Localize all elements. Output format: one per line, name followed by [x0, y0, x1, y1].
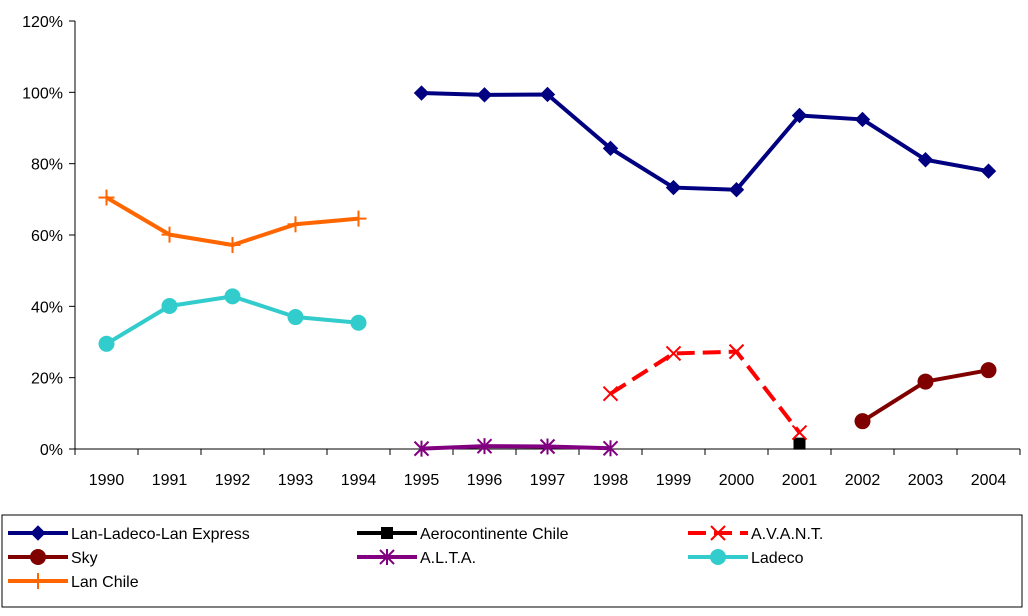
- data-point: [287, 216, 304, 233]
- series-ladeco: [98, 288, 367, 352]
- x-tick-label: 1992: [215, 472, 251, 489]
- x-tick-label: 2002: [845, 472, 881, 489]
- legend-label: A.L.T.A.: [420, 550, 476, 567]
- data-point: [602, 140, 619, 157]
- data-point: [539, 438, 556, 455]
- series-lan-ladeco-lan-express: [413, 85, 997, 198]
- legend-label: A.V.A.N.T.: [751, 526, 823, 543]
- data-point: [665, 345, 682, 362]
- legend-swatch-marker: [710, 525, 726, 541]
- legend-item: Aerocontinente Chile: [357, 526, 569, 543]
- data-point: [539, 86, 556, 103]
- y-tick-label: 100%: [22, 85, 63, 102]
- data-point: [917, 373, 934, 390]
- data-point: [665, 179, 682, 196]
- x-tick-label: 1995: [404, 472, 440, 489]
- data-point: [791, 424, 808, 441]
- legend-swatch-marker: [379, 549, 395, 565]
- data-point: [476, 438, 493, 455]
- data-point: [287, 309, 304, 326]
- legend-label: Aerocontinente Chile: [420, 526, 569, 543]
- y-tick-label: 80%: [31, 157, 63, 174]
- legend-label: Lan-Ladeco-Lan Express: [71, 526, 250, 543]
- data-point: [161, 226, 178, 243]
- y-tick-label: 60%: [31, 228, 63, 245]
- data-point: [602, 440, 619, 457]
- legend-box: [1, 514, 1023, 608]
- data-point: [917, 152, 934, 168]
- data-point: [793, 437, 806, 450]
- legend-label: Ladeco: [751, 550, 804, 567]
- legend-swatch-marker: [30, 573, 46, 589]
- legend-swatch-marker: [381, 527, 393, 539]
- series-aerocontinente-chile: [793, 437, 806, 450]
- legend-item: Lan Chile: [8, 573, 139, 591]
- legend-item: Sky: [8, 549, 98, 567]
- legend-item: Lan-Ladeco-Lan Express: [8, 525, 250, 543]
- x-tick-label: 2000: [719, 472, 755, 489]
- legend: Lan-Ladeco-Lan Express Aerocontinente Chi…: [1, 514, 1023, 608]
- x-tick-label: 2004: [971, 472, 1007, 489]
- data-point: [413, 85, 430, 101]
- legend-swatch-marker: [30, 549, 46, 565]
- data-point: [728, 343, 745, 360]
- legend-item: Ladeco: [688, 549, 804, 567]
- data-point: [854, 111, 871, 128]
- y-tick-label: 20%: [31, 371, 63, 388]
- legend-item: A.L.T.A.: [357, 549, 476, 567]
- series-line: [609, 349, 802, 434]
- data-point: [791, 107, 808, 124]
- series-a-v-a-n-t: [602, 343, 808, 441]
- x-tick-label: 1994: [341, 472, 377, 489]
- data-point: [854, 413, 871, 430]
- x-tick-label: 1999: [656, 472, 692, 489]
- legend-swatch-marker: [30, 525, 46, 541]
- legend-item: A.V.A.N.T.: [688, 525, 823, 543]
- data-point: [728, 181, 745, 198]
- x-tick-label: 1991: [152, 472, 188, 489]
- series-a-l-t-a: [413, 438, 619, 457]
- data-point: [224, 236, 241, 253]
- x-tick-label: 1998: [593, 472, 629, 489]
- data-point: [224, 288, 241, 305]
- x-tick-label: 2003: [908, 472, 944, 489]
- y-tick-label: 40%: [31, 299, 63, 316]
- legend-swatch-marker: [710, 549, 726, 565]
- data-point: [980, 163, 997, 179]
- data-point: [980, 362, 997, 379]
- legend-label: Lan Chile: [71, 574, 139, 591]
- series-line: [421, 91, 989, 192]
- x-tick-label: 2001: [782, 472, 818, 489]
- x-tick-label: 1996: [467, 472, 503, 489]
- y-tick-label: 120%: [22, 14, 63, 31]
- x-tick-label: 1990: [89, 472, 125, 489]
- data-point: [98, 189, 115, 206]
- plot-area: 0% 20% 40% 60% 80% 100% 120% 1990 1991 1992 1993 19…: [22, 14, 1021, 489]
- legend-label: Sky: [71, 550, 98, 567]
- x-tick-label: 1997: [530, 472, 566, 489]
- data-point: [350, 210, 367, 227]
- data-point: [98, 335, 115, 352]
- data-point: [476, 87, 493, 103]
- x-tick-label: 1993: [278, 472, 314, 489]
- y-tick-label: 0%: [40, 442, 63, 459]
- data-point: [413, 440, 430, 457]
- data-point: [602, 386, 619, 402]
- series-lan-chile: [98, 189, 367, 253]
- data-point: [161, 297, 178, 314]
- series-line: [421, 444, 611, 451]
- series-sky: [854, 362, 997, 430]
- data-point: [350, 314, 367, 331]
